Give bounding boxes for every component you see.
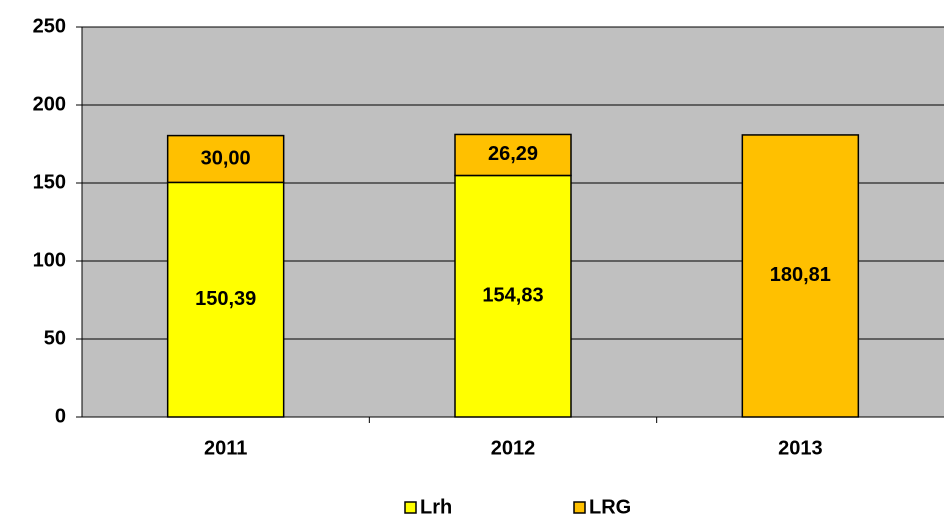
bar [454,174,572,418]
bar [741,134,860,418]
y-tick-label: 150 [33,171,66,193]
data-label: 150,39 [195,288,256,310]
legend-swatch [404,501,417,514]
bar [166,134,285,184]
data-label: 26,29 [488,143,538,165]
bar [454,133,572,177]
data-label: 30,00 [201,147,251,169]
legend-label: Lrh [420,496,452,518]
legend-label: LRG [589,496,631,518]
y-tick-label: 0 [55,405,66,427]
legend-swatch [573,501,586,514]
y-tick-label: 250 [33,15,66,37]
x-tick-label: 2012 [491,437,536,459]
x-tick-label: 2011 [204,437,247,459]
y-tick-label: 200 [33,93,66,115]
x-tick-label: 2013 [778,437,823,459]
y-tick-label: 100 [33,249,66,271]
data-label: 154,83 [482,285,543,307]
y-tick-label: 50 [44,327,66,349]
data-label: 180,81 [770,264,831,286]
